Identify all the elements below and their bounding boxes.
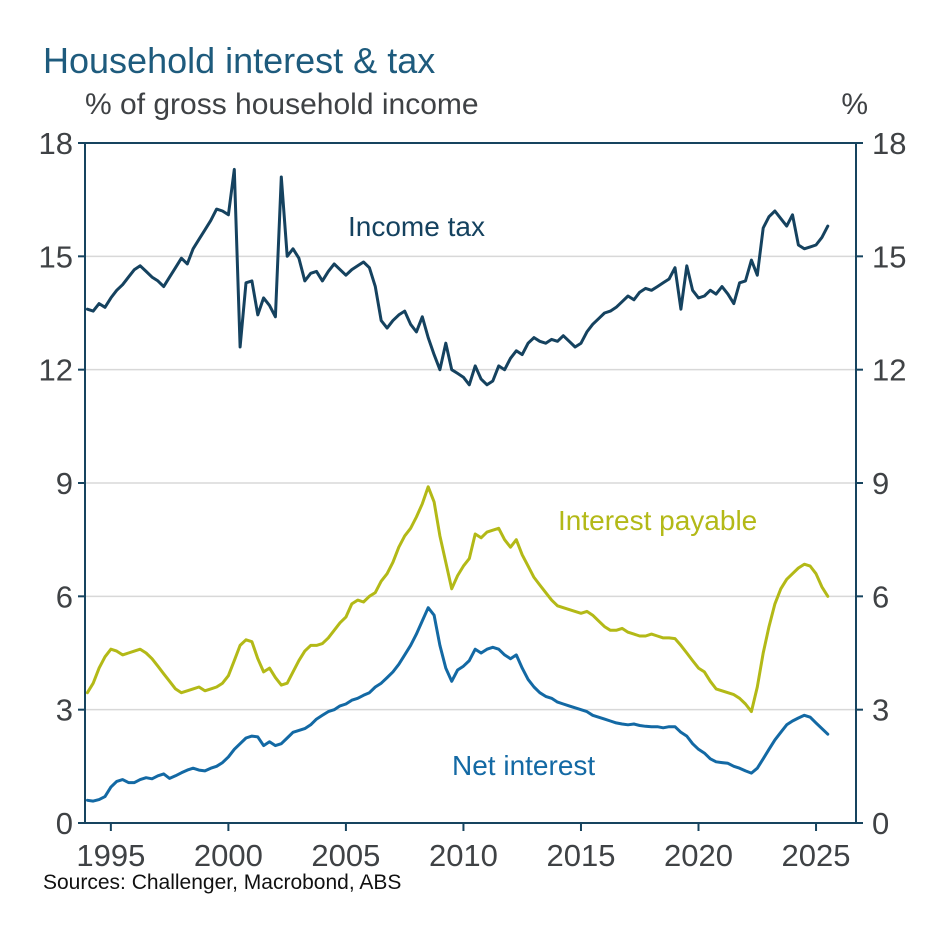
y-axis-unit-label-left: % of gross household income: [85, 88, 479, 121]
y-tick-label-right: 12: [872, 353, 906, 388]
y-tick-label-right: 3: [872, 693, 889, 728]
y-tick-label-left: 6: [56, 579, 73, 614]
x-tick-label: 2015: [546, 838, 615, 873]
y-tick-label-left: 3: [56, 693, 73, 728]
series-line-net-interest: [85, 606, 830, 803]
y-tick-label-left: 18: [39, 126, 73, 161]
axis-labels: 0 0 3 3 6 6 9 9 12 12 15 15 18 18 1995 2000 2005 2010 2015…: [39, 126, 907, 873]
x-tick-label: 2020: [664, 838, 733, 873]
y-tick-label-right: 0: [872, 806, 889, 841]
y-tick-label-left: 15: [39, 239, 73, 274]
x-tick-label: 2025: [782, 838, 851, 873]
y-tick-label-right: 6: [872, 579, 889, 614]
y-tick-label-left: 9: [56, 466, 73, 501]
series-label-interest-payable: Interest payable: [558, 505, 758, 536]
x-tick-label: 1995: [76, 838, 145, 873]
y-tick-label-left: 0: [56, 806, 73, 841]
series-line-interest-payable: [85, 485, 830, 714]
x-tick-label: 2005: [311, 838, 380, 873]
series-lines: [85, 167, 830, 803]
sources-note: Sources: Challenger, Macrobond, ABS: [43, 871, 402, 894]
x-tick-label: 2000: [194, 838, 263, 873]
x-tick-label: 2010: [429, 838, 498, 873]
series-label-net-interest: Net interest: [452, 750, 596, 781]
series-line-income-tax: [85, 167, 830, 387]
y-tick-label-right: 9: [872, 466, 889, 501]
y-axis-unit-label-right: %: [841, 88, 868, 121]
series-label-income-tax: Income tax: [348, 211, 485, 242]
y-tick-label-right: 15: [872, 239, 906, 274]
axis-ticks: [78, 142, 863, 831]
y-tick-label-left: 12: [39, 353, 73, 388]
gridlines: [85, 255, 856, 711]
page-title: Household interest & tax: [43, 40, 436, 81]
y-tick-label-right: 18: [872, 126, 906, 161]
